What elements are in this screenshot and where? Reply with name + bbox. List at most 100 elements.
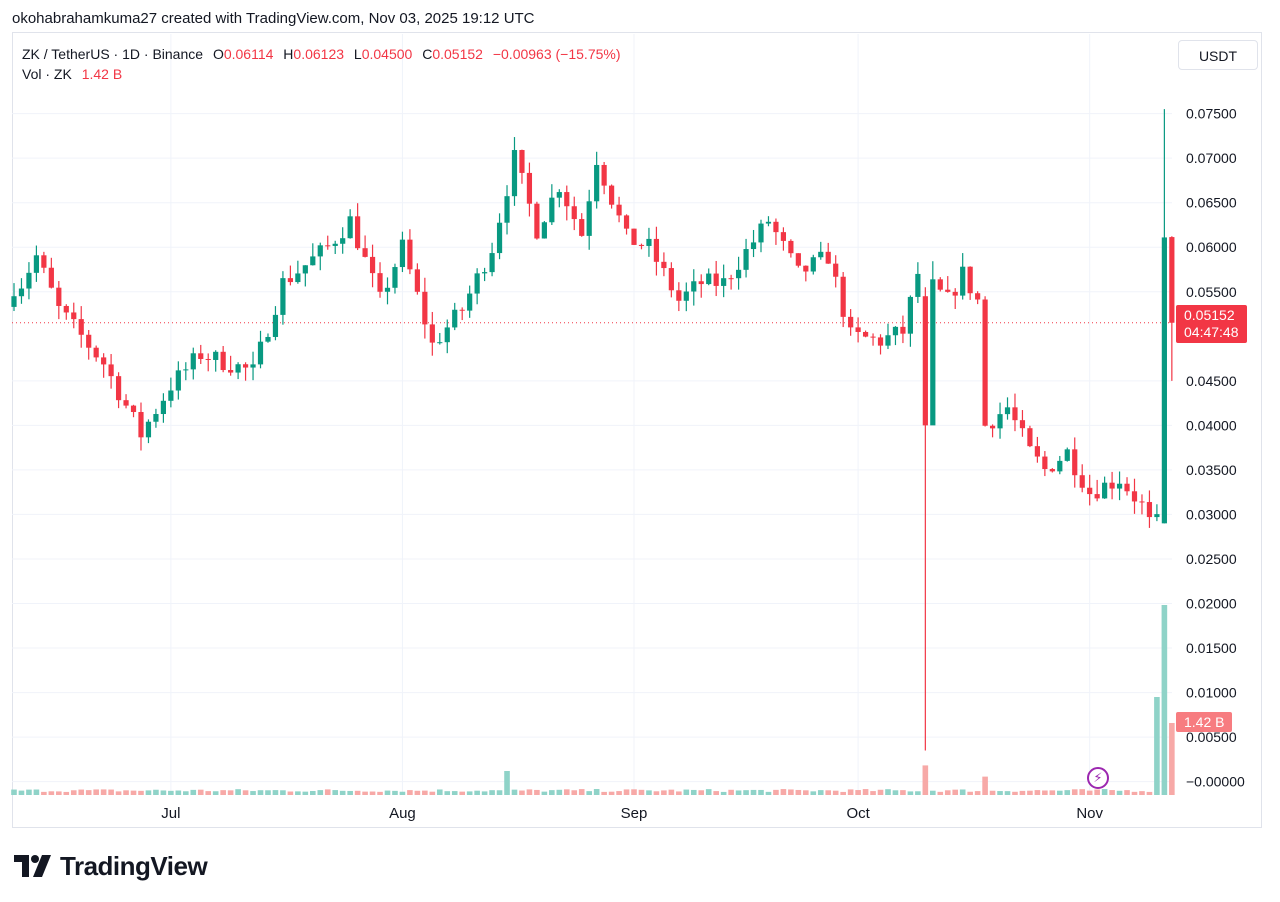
candle-body [773,221,779,233]
volume-bar [481,791,488,795]
candle-body [429,324,435,343]
volume-bar [1109,790,1115,795]
candle-body [1034,446,1040,457]
volume-bar [519,790,525,795]
candles [11,109,1175,751]
volume-bar [1034,790,1041,795]
volume-bar [422,790,428,795]
price-tick-label: 0.04500 [1186,373,1237,389]
candle-body [511,150,518,197]
candle-body [130,405,137,413]
currency-button[interactable]: USDT [1178,40,1258,70]
candle-body [975,293,981,300]
candle-body [721,278,727,286]
volume-bar [1027,790,1033,795]
volume-bar [197,789,204,795]
volume-bar [832,790,839,795]
candle-body [1161,237,1167,524]
candle-body [877,337,884,346]
candle-body [123,400,129,406]
candle-body [272,314,279,337]
volume-bar [205,791,212,795]
candle-body [1094,494,1100,499]
volume-bar [571,790,578,795]
volume-bar [496,790,503,795]
volume-bar [668,789,675,795]
time-tick-label: Oct [846,805,870,822]
candle-body [474,273,480,294]
candle-body [205,358,211,360]
volume-bar [242,790,249,795]
volume-label[interactable]: Vol · ZK [22,66,72,82]
candle-body [1072,449,1078,476]
volume-bar [168,790,174,795]
candle-body [571,206,577,220]
candle-body [422,291,428,325]
volume-bar [145,790,152,795]
close-value: 0.05152 [432,46,483,62]
candle-body [1169,237,1175,323]
volume-bar [1049,790,1056,795]
volume-bar [414,790,421,795]
volume-bar [1004,791,1011,795]
volume-bar [937,791,944,795]
volume-bar [788,789,794,795]
volume-bar [1071,789,1078,795]
volume-bar [56,791,62,795]
volume-bar [272,790,279,795]
volume-bar [922,765,929,795]
volume-bar [504,771,510,795]
volume-bar [982,776,988,795]
candle-body [960,266,966,296]
volume-bar [302,791,309,795]
volume-bar [444,791,451,795]
chart-frame[interactable] [12,32,1262,828]
price-tick-label: 0.01500 [1186,640,1237,656]
volume-bar [227,790,234,795]
volume-bar [1139,791,1145,795]
candle-body [541,222,547,239]
symbol-legend: ZK / TetherUS · 1D · Binance O0.06114 H0… [22,44,621,84]
lightning-icon[interactable]: ⚡ [1087,767,1109,789]
candle-body [930,279,936,426]
volume-bar [616,791,622,795]
candle-body [982,299,988,426]
candle-body [220,351,226,371]
candle-body [855,327,861,332]
volume-bar [11,789,17,795]
volume-bar [892,790,899,795]
candle-body [399,239,406,268]
candle-body [1019,420,1026,429]
volume-bar [466,791,473,795]
volume-bar [369,791,376,795]
tradingview-logo: TradingView [14,850,208,882]
candle-body [33,255,40,273]
volume-bar [1169,723,1175,795]
candle-body [795,253,801,266]
candle-body [56,287,62,306]
candle-body [482,272,488,274]
volume-bar [429,791,436,795]
candle-body [467,293,473,311]
volume-bars [11,605,1175,795]
volume-bar [459,791,465,795]
candle-body [609,185,615,205]
candle-body [108,364,114,377]
price-tick-label: 0.06000 [1186,239,1237,255]
low-label: L [353,46,362,62]
volume-bar [855,790,861,795]
candle-body [691,281,697,292]
volume-bar [601,791,607,795]
candle-body [646,238,652,246]
candle-body [758,223,764,243]
volume-bar [534,789,540,795]
volume-bar [578,789,585,795]
volume-bar [257,790,264,795]
volume-bar [1154,697,1160,795]
volume-bar [1124,790,1130,795]
volume-bar [377,791,383,795]
symbol-name[interactable]: ZK / TetherUS · 1D · Binance [22,46,204,62]
volume-bar [743,790,749,795]
candle-body [11,296,17,307]
